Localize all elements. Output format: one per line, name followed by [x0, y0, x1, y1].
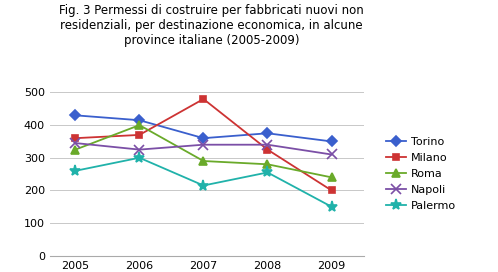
Roma	[136, 123, 142, 127]
Palermo	[136, 156, 142, 159]
Napoli	[72, 141, 78, 145]
Torino	[136, 119, 142, 122]
Napoli	[264, 143, 270, 146]
Napoli	[201, 143, 207, 146]
Palermo	[264, 171, 270, 174]
Torino	[329, 140, 335, 143]
Torino	[72, 114, 78, 117]
Palermo	[72, 169, 78, 172]
Line: Napoli: Napoli	[71, 138, 336, 159]
Palermo	[201, 184, 207, 187]
Line: Torino: Torino	[72, 112, 335, 145]
Text: Fig. 3 Permessi di costruire per fabbricati nuovi non
residenziali, per destinaz: Fig. 3 Permessi di costruire per fabbric…	[59, 4, 364, 47]
Legend: Torino, Milano, Roma, Napoli, Palermo: Torino, Milano, Roma, Napoli, Palermo	[381, 132, 460, 216]
Torino	[201, 137, 207, 140]
Milano	[329, 189, 335, 192]
Line: Roma: Roma	[71, 121, 336, 181]
Line: Palermo: Palermo	[70, 152, 337, 212]
Palermo	[329, 205, 335, 208]
Milano	[201, 97, 207, 101]
Roma	[72, 148, 78, 151]
Milano	[136, 133, 142, 137]
Line: Milano: Milano	[72, 95, 335, 194]
Roma	[201, 159, 207, 163]
Milano	[264, 148, 270, 151]
Milano	[72, 137, 78, 140]
Roma	[329, 176, 335, 179]
Napoli	[329, 153, 335, 156]
Napoli	[136, 148, 142, 151]
Roma	[264, 163, 270, 166]
Torino	[264, 132, 270, 135]
